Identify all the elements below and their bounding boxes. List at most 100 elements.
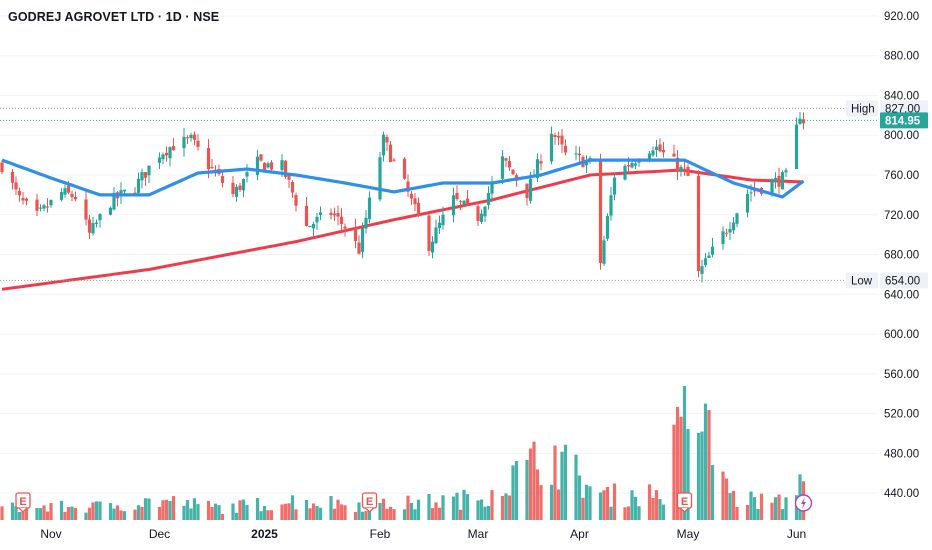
candle-body (528, 178, 533, 201)
candle (98, 213, 102, 228)
candle-body (171, 146, 176, 151)
candle-body (549, 133, 554, 162)
volume-bar (63, 511, 67, 520)
volume-bar (707, 410, 711, 520)
candle (539, 154, 543, 171)
low-side-label-text: Low (851, 275, 873, 287)
earnings-marker[interactable]: E (676, 492, 693, 513)
candle (220, 170, 225, 188)
candle-body (427, 215, 431, 251)
volume-bar (143, 498, 148, 520)
volume-bar (311, 503, 316, 520)
volume-bar (182, 505, 186, 520)
time-axis-tick-label: 2025 (251, 527, 278, 541)
candle (378, 152, 382, 202)
volume-bar (24, 505, 29, 520)
candle (318, 206, 323, 221)
volume-bar (255, 498, 260, 520)
volume-bar (290, 495, 295, 520)
candle-body (490, 181, 494, 194)
dividend-event-marker[interactable] (794, 494, 813, 512)
candle-body (245, 172, 249, 177)
candle-body (91, 223, 95, 234)
candle (35, 193, 39, 217)
candle (360, 222, 365, 259)
volume-bar (682, 386, 687, 520)
candle (609, 186, 613, 221)
volume-bar (504, 493, 508, 520)
candle-body (318, 212, 323, 216)
earnings-marker[interactable]: E (15, 492, 31, 513)
candle-body (483, 206, 487, 217)
candle-body (672, 153, 676, 157)
candle-body (647, 153, 652, 160)
volume-bar (637, 506, 641, 520)
price-axis[interactable]: 920.00 880.00 840.00 800.00 760.00 720.00 680.… (884, 11, 919, 500)
candle-body (479, 213, 484, 223)
volume-bar (185, 500, 190, 520)
low-price-tag-bg (880, 272, 928, 289)
volume-bar (213, 503, 218, 520)
volume-bar (696, 432, 701, 520)
volume-bar (745, 504, 750, 520)
candle-body (686, 166, 690, 176)
candle (654, 139, 659, 158)
volume-bar (413, 509, 417, 520)
volume-bar (511, 465, 515, 520)
candle (483, 205, 487, 223)
candle-body (70, 193, 74, 198)
candle-body (339, 216, 344, 225)
candle-body (588, 157, 592, 159)
candle (255, 149, 260, 181)
candle-body (700, 266, 704, 274)
candle-body (283, 160, 288, 178)
candle-body (728, 229, 732, 233)
candle-body (560, 135, 564, 145)
candle-body (269, 162, 274, 170)
candle (430, 236, 435, 259)
volume-bar (171, 496, 176, 520)
candle (465, 190, 470, 206)
candle-body (378, 157, 382, 200)
candle-body (353, 227, 358, 241)
candle-body (108, 207, 113, 215)
candle (794, 117, 799, 170)
candle (535, 153, 540, 182)
volume-bar (234, 512, 239, 520)
candle-body (255, 156, 260, 176)
volume-bar (269, 510, 274, 520)
candle (679, 164, 683, 177)
candle-body (637, 161, 641, 163)
price-axis-tick-label: 520.00 (884, 409, 919, 421)
candle-body (220, 176, 225, 183)
candle (710, 237, 715, 258)
candle (773, 172, 778, 189)
volume-bar (304, 499, 309, 520)
price-axis-tick-label: 640.00 (884, 289, 919, 301)
candle (479, 209, 484, 225)
volume-bar (294, 509, 298, 520)
volume-bar (563, 444, 568, 520)
earnings-marker[interactable]: E (361, 492, 378, 513)
volume-bar (220, 513, 225, 520)
time-axis[interactable]: Nov Dec 2025 Feb Mar Apr May Jun (40, 527, 806, 541)
candle (262, 162, 267, 171)
price-axis-tick-label: 880.00 (884, 51, 919, 63)
volume-bar (115, 505, 120, 520)
candle-body (119, 190, 123, 196)
volume-bar (759, 493, 764, 520)
candle-body (430, 241, 435, 253)
candle (171, 138, 176, 151)
candle (14, 176, 18, 196)
candle-body (38, 207, 43, 209)
candle (136, 172, 141, 196)
volume-bar (553, 445, 557, 520)
candle-body (157, 157, 162, 163)
candle-body (143, 172, 148, 178)
candle-body (112, 192, 116, 210)
candle (241, 178, 246, 198)
volume-bar (525, 459, 529, 520)
candle (164, 146, 169, 162)
candle-body (388, 144, 393, 163)
